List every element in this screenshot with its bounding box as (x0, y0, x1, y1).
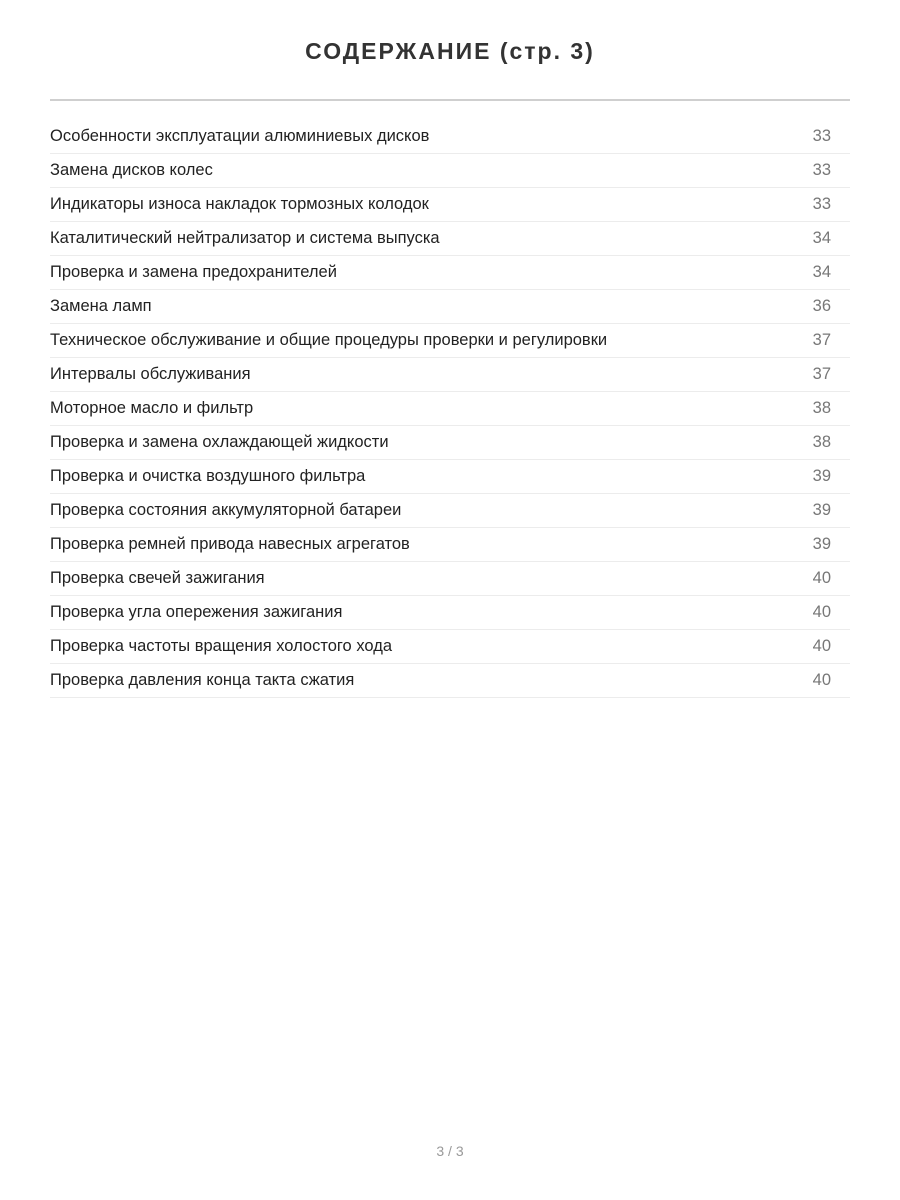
toc-entry-title: Техническое обслуживание и общие процеду… (50, 331, 608, 349)
toc-entry-title: Каталитический нейтрализатор и система в… (50, 229, 440, 247)
toc-entry-title: Индикаторы износа накладок тормозных кол… (50, 195, 429, 213)
toc-entry-title: Проверка ремней привода навесных агрегат… (50, 535, 410, 553)
toc-entry-title: Проверка свечей зажигания (50, 569, 265, 587)
toc-entry-page: 38 (812, 399, 831, 417)
toc-entry-page: 33 (812, 195, 831, 213)
toc-entry-title: Проверка и замена охлаждающей жидкости (50, 433, 389, 451)
toc-entry-page: 37 (812, 365, 831, 383)
toc-entry[interactable]: Проверка состояния аккумуляторной батаре… (50, 494, 850, 528)
page-title: СОДЕРЖАНИЕ (стр. 3) (305, 38, 595, 64)
toc-entry[interactable]: Интервалы обслуживания 37 (50, 358, 850, 392)
toc-entry[interactable]: Особенности эксплуатации алюминиевых дис… (50, 120, 850, 154)
toc-entry-title: Проверка угла опережения зажигания (50, 603, 343, 621)
toc-entry[interactable]: Индикаторы износа накладок тормозных кол… (50, 188, 850, 222)
toc-entry[interactable]: Проверка угла опережения зажигания 40 (50, 596, 850, 630)
toc-entry-page: 40 (812, 671, 831, 689)
toc-entry[interactable]: Проверка частоты вращения холостого хода… (50, 630, 850, 664)
toc-entry-title: Проверка частоты вращения холостого хода (50, 637, 392, 655)
toc-entry[interactable]: Проверка и замена охлаждающей жидкости 38 (50, 426, 850, 460)
toc-entry-page: 36 (812, 297, 831, 315)
toc-entry-page: 39 (812, 467, 831, 485)
toc-entry-page: 39 (812, 535, 831, 553)
toc-entry-page: 34 (812, 263, 831, 281)
toc-entry[interactable]: Проверка ремней привода навесных агрегат… (50, 528, 850, 562)
toc-entry-title: Моторное масло и фильтр (50, 399, 254, 417)
toc-entry[interactable]: Каталитический нейтрализатор и система в… (50, 222, 850, 256)
toc-entry-title: Замена дисков колес (50, 161, 213, 179)
toc-entry-page: 34 (812, 229, 831, 247)
toc-entry-title: Проверка и очистка воздушного фильтра (50, 467, 366, 485)
toc-entry[interactable]: Проверка и замена предохранителей 34 (50, 256, 850, 290)
toc-entry-page: 40 (812, 637, 831, 655)
toc-entry-page: 33 (812, 161, 831, 179)
toc-entry-title: Замена ламп (50, 297, 152, 315)
toc-entry[interactable]: Замена ламп 36 (50, 290, 850, 324)
toc-entry-title: Особенности эксплуатации алюминиевых дис… (50, 127, 430, 145)
toc-entry-title: Проверка состояния аккумуляторной батаре… (50, 501, 402, 519)
toc-entry-title: Проверка давления конца такта сжатия (50, 671, 355, 689)
toc-entry-page: 40 (812, 569, 831, 587)
title-divider (50, 99, 850, 101)
toc-entry-page: 39 (812, 501, 831, 519)
page-indicator: 3 / 3 (436, 1143, 464, 1159)
table-of-contents: Особенности эксплуатации алюминиевых дис… (50, 120, 850, 698)
toc-entry[interactable]: Замена дисков колес 33 (50, 154, 850, 188)
toc-entry-title: Проверка и замена предохранителей (50, 263, 337, 281)
toc-entry-page: 33 (812, 127, 831, 145)
toc-entry[interactable]: Проверка давления конца такта сжатия 40 (50, 664, 850, 698)
toc-entry[interactable]: Техническое обслуживание и общие процеду… (50, 324, 850, 358)
toc-entry-page: 40 (812, 603, 831, 621)
toc-entry-page: 38 (812, 433, 831, 451)
toc-entry[interactable]: Проверка свечей зажигания 40 (50, 562, 850, 596)
toc-entry[interactable]: Моторное масло и фильтр 38 (50, 392, 850, 426)
toc-entry-page: 37 (812, 331, 831, 349)
toc-entry[interactable]: Проверка и очистка воздушного фильтра 39 (50, 460, 850, 494)
toc-entry-title: Интервалы обслуживания (50, 365, 251, 383)
